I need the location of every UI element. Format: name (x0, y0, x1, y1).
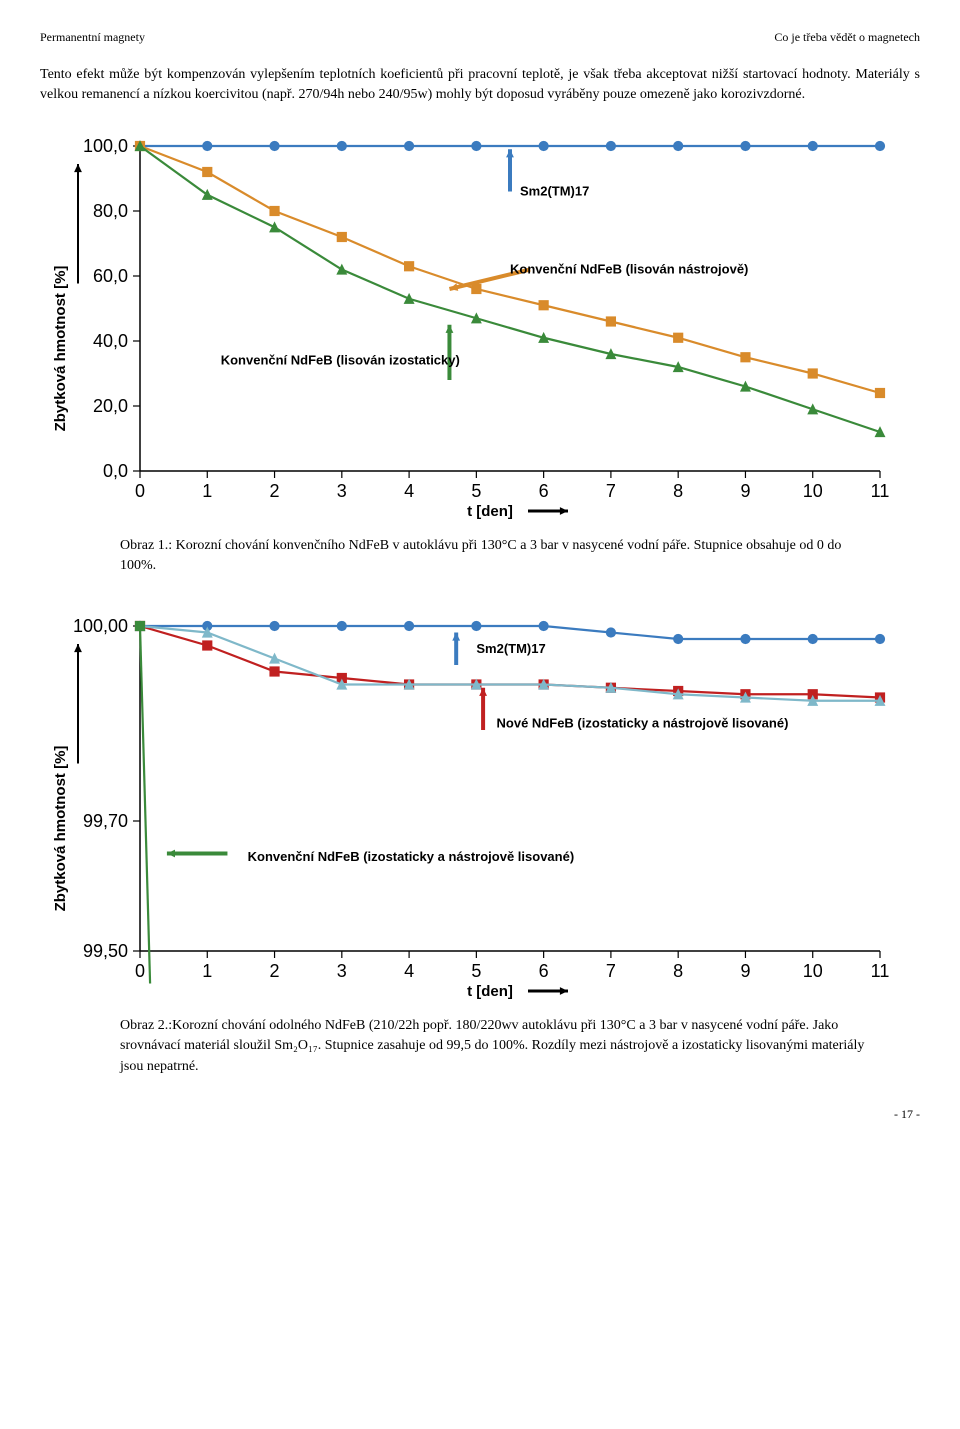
svg-text:99,70: 99,70 (83, 811, 128, 831)
svg-text:6: 6 (539, 481, 549, 501)
svg-text:10: 10 (803, 961, 823, 981)
svg-text:7: 7 (606, 481, 616, 501)
svg-text:2: 2 (270, 961, 280, 981)
svg-text:7: 7 (606, 961, 616, 981)
svg-text:t [den]: t [den] (467, 983, 513, 1000)
svg-text:11: 11 (871, 481, 890, 501)
svg-text:80,0: 80,0 (93, 201, 128, 221)
svg-text:Sm2(TM)17: Sm2(TM)17 (520, 183, 589, 198)
svg-text:Zbytková hmotnost [%]: Zbytková hmotnost [%] (52, 746, 69, 912)
svg-text:100,0: 100,0 (83, 136, 128, 156)
svg-text:Sm2(TM)17: Sm2(TM)17 (476, 641, 545, 656)
svg-text:20,0: 20,0 (93, 396, 128, 416)
svg-text:8: 8 (673, 481, 683, 501)
svg-text:0: 0 (135, 961, 145, 981)
svg-text:5: 5 (471, 481, 481, 501)
caption-2-prefix: Obraz 2.: (120, 1018, 172, 1033)
header-right: Co je třeba vědět o magnetech (774, 30, 920, 45)
svg-text:0: 0 (135, 481, 145, 501)
svg-text:t [den]: t [den] (467, 503, 513, 520)
svg-text:9: 9 (740, 961, 750, 981)
header-left: Permanentní magnety (40, 30, 145, 45)
svg-text:5: 5 (471, 961, 481, 981)
caption-1: Obraz 1.: Korozní chování konvenčního Nd… (120, 536, 870, 577)
svg-text:2: 2 (270, 481, 280, 501)
svg-text:Nové NdFeB (izostaticky a nást: Nové NdFeB (izostaticky a nástrojově lis… (497, 716, 789, 731)
svg-text:40,0: 40,0 (93, 331, 128, 351)
svg-text:1: 1 (202, 961, 212, 981)
svg-text:1: 1 (202, 481, 212, 501)
chart-1-svg: Zbytková hmotnost [%] t [den] 0 1 2 3 4 5 6 7 8 9 10… (40, 126, 900, 526)
svg-text:9: 9 (740, 481, 750, 501)
svg-text:10: 10 (803, 481, 823, 501)
chart-2-svg: Zbytková hmotnost [%] t [den] 0 1 2 3 4 5 6 7 8 9 10… (40, 606, 900, 1006)
svg-text:3: 3 (337, 481, 347, 501)
svg-text:4: 4 (404, 481, 414, 501)
svg-text:0,0: 0,0 (103, 461, 128, 481)
svg-text:4: 4 (404, 961, 414, 981)
chart-1: Zbytková hmotnost [%] t [den] 0 1 2 3 4 5 6 7 8 9 10… (40, 126, 920, 526)
page-header: Permanentní magnety Co je třeba vědět o … (40, 30, 920, 45)
svg-text:100,00: 100,00 (73, 616, 128, 636)
svg-text:8: 8 (673, 961, 683, 981)
svg-text:Konvenční NdFeB (lisován nástr: Konvenční NdFeB (lisován nástrojově) (510, 261, 748, 276)
svg-text:Zbytková hmotnost [%]: Zbytková hmotnost [%] (52, 265, 69, 431)
caption-2-text: Korozní chování odolného NdFeB (210/22h … (120, 1018, 864, 1074)
caption-1-prefix: Obraz 1.: (120, 538, 176, 553)
svg-text:60,0: 60,0 (93, 266, 128, 286)
svg-text:Konvenční NdFeB (izostaticky: Konvenční NdFeB (izostaticky a nástrojov… (248, 849, 575, 864)
svg-text:Konvenční NdFeB (lisován izost: Konvenční NdFeB (lisován izostaticky) (221, 352, 460, 367)
caption-2: Obraz 2.:Korozní chování odolného NdFeB … (120, 1016, 870, 1077)
svg-text:11: 11 (871, 961, 890, 981)
caption-1-text: Korozní chování konvenčního NdFeB v auto… (120, 538, 841, 573)
intro-paragraph: Tento efekt může být kompenzován vylepše… (40, 65, 920, 106)
page-number: - 17 - (40, 1107, 920, 1122)
svg-text:6: 6 (539, 961, 549, 981)
svg-text:99,50: 99,50 (83, 941, 128, 961)
chart-2: Zbytková hmotnost [%] t [den] 0 1 2 3 4 5 6 7 8 9 10… (40, 606, 920, 1006)
svg-text:3: 3 (337, 961, 347, 981)
